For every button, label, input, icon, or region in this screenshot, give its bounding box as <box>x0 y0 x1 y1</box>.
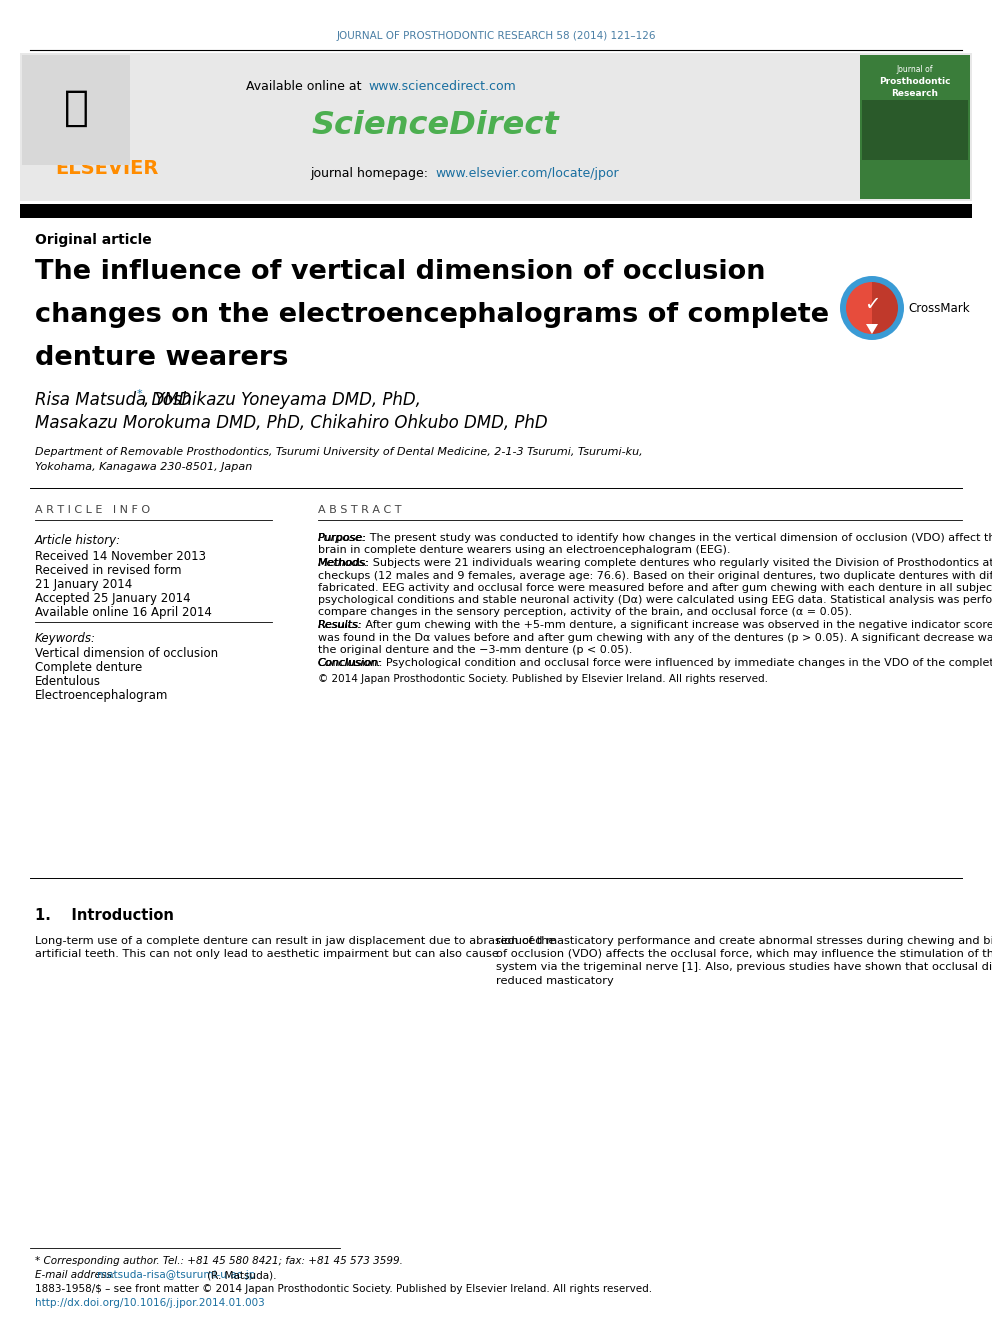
FancyBboxPatch shape <box>20 204 972 218</box>
Text: Methods:: Methods: <box>318 558 369 569</box>
Text: ScienceDirect: ScienceDirect <box>311 110 558 140</box>
Wedge shape <box>872 282 898 333</box>
Text: Article history:: Article history: <box>35 534 121 546</box>
Text: Complete denture: Complete denture <box>35 662 142 673</box>
Text: journal homepage:: journal homepage: <box>310 167 432 180</box>
Text: http://dx.doi.org/10.1016/j.jpor.2014.01.003: http://dx.doi.org/10.1016/j.jpor.2014.01… <box>35 1298 265 1308</box>
Text: Results: After gum chewing with the +5-mm denture, a significant increase was ob: Results: After gum chewing with the +5-m… <box>318 620 992 630</box>
Text: © 2014 Japan Prosthodontic Society. Published by Elsevier Ireland. All rights re: © 2014 Japan Prosthodontic Society. Publ… <box>318 675 768 684</box>
Polygon shape <box>866 324 878 333</box>
Text: * Corresponding author. Tel.: +81 45 580 8421; fax: +81 45 573 3599.: * Corresponding author. Tel.: +81 45 580… <box>35 1256 403 1266</box>
Text: A R T I C L E   I N F O: A R T I C L E I N F O <box>35 505 150 515</box>
Text: Yokohama, Kanagawa 230-8501, Japan: Yokohama, Kanagawa 230-8501, Japan <box>35 462 252 472</box>
Text: 21 January 2014: 21 January 2014 <box>35 578 132 591</box>
Text: Conclusion:: Conclusion: <box>318 658 382 668</box>
FancyBboxPatch shape <box>862 101 968 160</box>
Text: Results:: Results: <box>318 620 362 630</box>
Text: A B S T R A C T: A B S T R A C T <box>318 505 402 515</box>
Text: reduced masticatory performance and create abnormal stresses during chewing and : reduced masticatory performance and crea… <box>496 935 992 946</box>
Text: (R. Matsuda).: (R. Matsuda). <box>204 1270 277 1279</box>
Text: 1883-1958/$ – see front matter © 2014 Japan Prosthodontic Society. Published by : 1883-1958/$ – see front matter © 2014 Ja… <box>35 1285 652 1294</box>
Text: Long-term use of a complete denture can result in jaw displacement due to abrasi: Long-term use of a complete denture can … <box>35 935 556 946</box>
Text: Conclusion: Psychological condition and occlusal force were influenced by immedi: Conclusion: Psychological condition and … <box>318 658 992 668</box>
Text: The influence of vertical dimension of occlusion: The influence of vertical dimension of o… <box>35 259 766 284</box>
Text: brain in complete denture wearers using an electroencephalogram (EEG).: brain in complete denture wearers using … <box>318 545 730 556</box>
Circle shape <box>840 277 904 340</box>
Text: matsuda-risa@tsurumi-u.ac.jp: matsuda-risa@tsurumi-u.ac.jp <box>96 1270 255 1279</box>
Text: Masakazu Morokuma DMD, PhD, Chikahiro Ohkubo DMD, PhD: Masakazu Morokuma DMD, PhD, Chikahiro Oh… <box>35 414 548 433</box>
Text: ✓: ✓ <box>864 295 880 314</box>
FancyBboxPatch shape <box>22 56 130 165</box>
Text: checkups (12 males and 9 females, average age: 76.6). Based on their original de: checkups (12 males and 9 females, averag… <box>318 570 992 581</box>
Text: psychological conditions and stable neuronal activity (Dα) were calculated using: psychological conditions and stable neur… <box>318 595 992 605</box>
Text: Available online at: Available online at <box>245 81 365 94</box>
Text: *: * <box>137 389 142 400</box>
Text: JOURNAL OF PROSTHODONTIC RESEARCH 58 (2014) 121–126: JOURNAL OF PROSTHODONTIC RESEARCH 58 (20… <box>336 30 656 41</box>
Text: was found in the Dα values before and after gum chewing with any of the dentures: was found in the Dα values before and af… <box>318 632 992 643</box>
Text: reduced masticatory: reduced masticatory <box>496 975 614 986</box>
Text: Vertical dimension of occlusion: Vertical dimension of occlusion <box>35 647 218 660</box>
Text: 🌿: 🌿 <box>63 87 88 130</box>
Text: Purpose: The present study was conducted to identify how changes in the vertical: Purpose: The present study was conducted… <box>318 533 992 542</box>
Text: Received 14 November 2013: Received 14 November 2013 <box>35 550 206 564</box>
Text: 1.    Introduction: 1. Introduction <box>35 908 174 923</box>
Text: Original article: Original article <box>35 233 152 247</box>
Text: Results:: Results: <box>318 620 362 630</box>
Text: Received in revised form: Received in revised form <box>35 564 182 577</box>
Text: Available online 16 April 2014: Available online 16 April 2014 <box>35 606 212 619</box>
FancyBboxPatch shape <box>20 53 972 201</box>
Text: Conclusion:: Conclusion: <box>318 658 382 668</box>
FancyBboxPatch shape <box>860 56 970 198</box>
Text: fabricated. EEG activity and occlusal force were measured before and after gum c: fabricated. EEG activity and occlusal fo… <box>318 583 992 593</box>
Text: www.elsevier.com/locate/jpor: www.elsevier.com/locate/jpor <box>435 167 619 180</box>
Text: Research: Research <box>892 89 938 98</box>
Text: Risa Matsuda DMD: Risa Matsuda DMD <box>35 392 191 409</box>
Text: www.sciencedirect.com: www.sciencedirect.com <box>368 81 516 94</box>
Text: Purpose:: Purpose: <box>318 533 367 542</box>
Text: artificial teeth. This can not only lead to aesthetic impairment but can also ca: artificial teeth. This can not only lead… <box>35 949 499 959</box>
Text: Keywords:: Keywords: <box>35 632 96 646</box>
Text: Methods: Subjects were 21 individuals wearing complete dentures who regularly vi: Methods: Subjects were 21 individuals we… <box>318 558 992 569</box>
Text: E-mail address:: E-mail address: <box>35 1270 118 1279</box>
Text: , Yoshikazu Yoneyama DMD, PhD,: , Yoshikazu Yoneyama DMD, PhD, <box>144 392 421 409</box>
Text: compare changes in the sensory perception, activity of the brain, and occlusal f: compare changes in the sensory perceptio… <box>318 607 852 618</box>
Text: CrossMark: CrossMark <box>908 302 969 315</box>
Text: the original denture and the −3-mm denture (p < 0.05).: the original denture and the −3-mm dentu… <box>318 644 632 655</box>
Text: Methods:: Methods: <box>318 558 369 569</box>
Text: denture wearers: denture wearers <box>35 345 289 370</box>
Text: Prosthodontic: Prosthodontic <box>879 78 950 86</box>
Text: changes on the electroencephalograms of complete: changes on the electroencephalograms of … <box>35 302 829 328</box>
Text: Electroencephalogram: Electroencephalogram <box>35 689 169 703</box>
Text: Edentulous: Edentulous <box>35 675 101 688</box>
Text: of occlusion (VDO) affects the occlusal force, which may influence the stimulati: of occlusion (VDO) affects the occlusal … <box>496 949 992 959</box>
Wedge shape <box>846 282 872 333</box>
Text: system via the trigeminal nerve [1]. Also, previous studies have shown that occl: system via the trigeminal nerve [1]. Als… <box>496 962 992 972</box>
Text: ELSEVIER: ELSEVIER <box>56 159 159 177</box>
Text: Journal of: Journal of <box>897 66 933 74</box>
Text: Department of Removable Prosthodontics, Tsurumi University of Dental Medicine, 2: Department of Removable Prosthodontics, … <box>35 447 643 456</box>
Text: Accepted 25 January 2014: Accepted 25 January 2014 <box>35 591 190 605</box>
Text: Purpose:: Purpose: <box>318 533 367 542</box>
